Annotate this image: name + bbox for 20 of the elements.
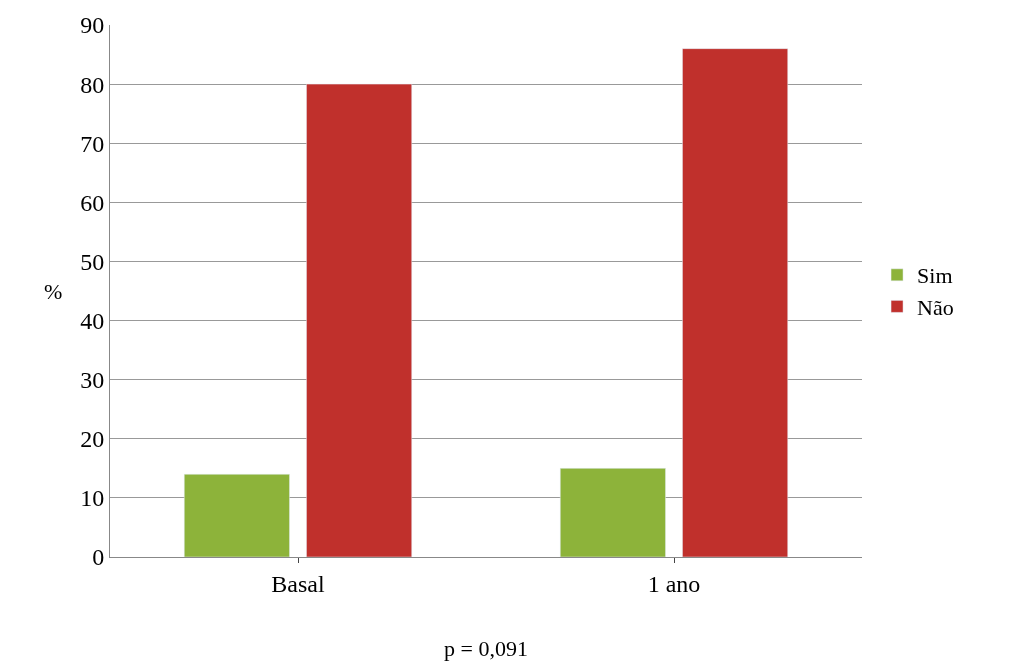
y-tick-label: 90 xyxy=(80,12,105,39)
y-tick-label: 70 xyxy=(80,130,105,157)
y-tick-label: 50 xyxy=(80,248,105,275)
y-tick-label: 80 xyxy=(80,71,105,98)
y-tick-label: 60 xyxy=(80,189,105,216)
y-tick-label: 10 xyxy=(80,485,105,512)
text: p = 0,091 xyxy=(444,636,528,661)
legend-label: Sim xyxy=(917,263,953,289)
bar xyxy=(560,468,666,557)
x-tick-label: Basal xyxy=(271,570,325,597)
bar xyxy=(184,473,290,557)
bar xyxy=(306,83,412,557)
legend-label: Não xyxy=(917,294,954,320)
y-tick-label: 20 xyxy=(80,426,105,453)
y-tick-label: 40 xyxy=(80,307,105,334)
x-tick-label: 1 ano xyxy=(647,570,701,597)
bar xyxy=(682,48,788,557)
y-axis-title: % xyxy=(44,279,63,304)
y-tick-label: 0 xyxy=(92,544,105,571)
y-tick-label: 30 xyxy=(80,367,105,394)
